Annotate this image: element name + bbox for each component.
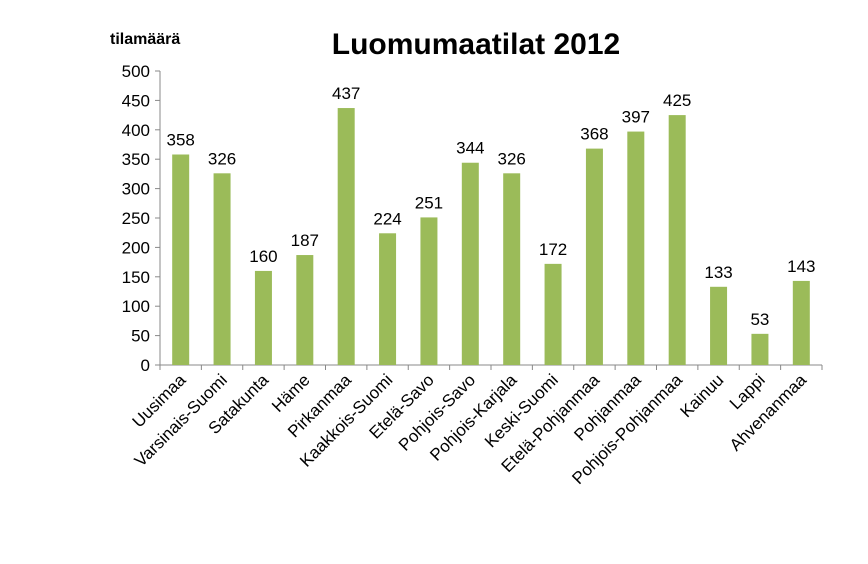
y-tick-label: 100: [122, 297, 150, 316]
bar: [668, 115, 686, 365]
data-label: 251: [415, 193, 443, 212]
y-tick-label: 500: [122, 62, 150, 81]
bar: [503, 173, 521, 365]
bar: [710, 286, 728, 365]
bar: [627, 131, 645, 365]
y-tick-label: 150: [122, 268, 150, 287]
data-label: 326: [498, 149, 526, 168]
bar: [751, 333, 769, 365]
bar-series: [172, 108, 810, 365]
bar: [213, 173, 231, 365]
y-tick-label: 250: [122, 209, 150, 228]
bar: [379, 233, 397, 365]
bar: [296, 255, 314, 365]
data-label: 437: [332, 84, 360, 103]
y-tick-label: 50: [131, 327, 150, 346]
data-label: 344: [456, 139, 484, 158]
y-tick-label: 450: [122, 91, 150, 110]
bar: [337, 108, 355, 365]
data-label: 224: [373, 209, 401, 228]
x-tick-labels: UusimaaVarsinais-SuomiSatakuntaHämePirka…: [129, 370, 811, 488]
data-labels: 358 326 160 187 437 224 251 344 326 172 368 397 425 1…: [167, 84, 816, 329]
y-tick-label: 200: [122, 238, 150, 257]
y-tick-label: 350: [122, 150, 150, 169]
bar: [544, 263, 562, 365]
data-label: 368: [580, 125, 608, 144]
x-axis: [159, 364, 823, 370]
data-label: 326: [208, 149, 236, 168]
data-label: 397: [622, 108, 650, 127]
bar: [420, 217, 438, 365]
bar: [585, 148, 603, 365]
y-tick-label: 300: [122, 180, 150, 199]
y-axis: 0 50 100 150 200 250 300 350 400 450 500: [122, 62, 161, 375]
y-tick-label: 0: [141, 356, 150, 375]
data-label: 53: [750, 310, 769, 329]
y-axis-label: tilamäärä: [110, 31, 180, 48]
bar: [172, 154, 190, 365]
chart-title: Luomumaatilat 2012: [332, 28, 620, 61]
data-label: 133: [704, 263, 732, 282]
x-tick-label: Kainuu: [677, 370, 728, 421]
data-label: 172: [539, 240, 567, 259]
data-label: 187: [291, 231, 319, 250]
data-label: 358: [167, 130, 195, 149]
data-label: 143: [787, 257, 815, 276]
bar: [461, 162, 479, 365]
data-label: 160: [249, 247, 277, 266]
bar: [792, 280, 810, 365]
bar: [254, 270, 272, 365]
y-tick-label: 400: [122, 121, 150, 140]
data-label: 425: [663, 91, 691, 110]
